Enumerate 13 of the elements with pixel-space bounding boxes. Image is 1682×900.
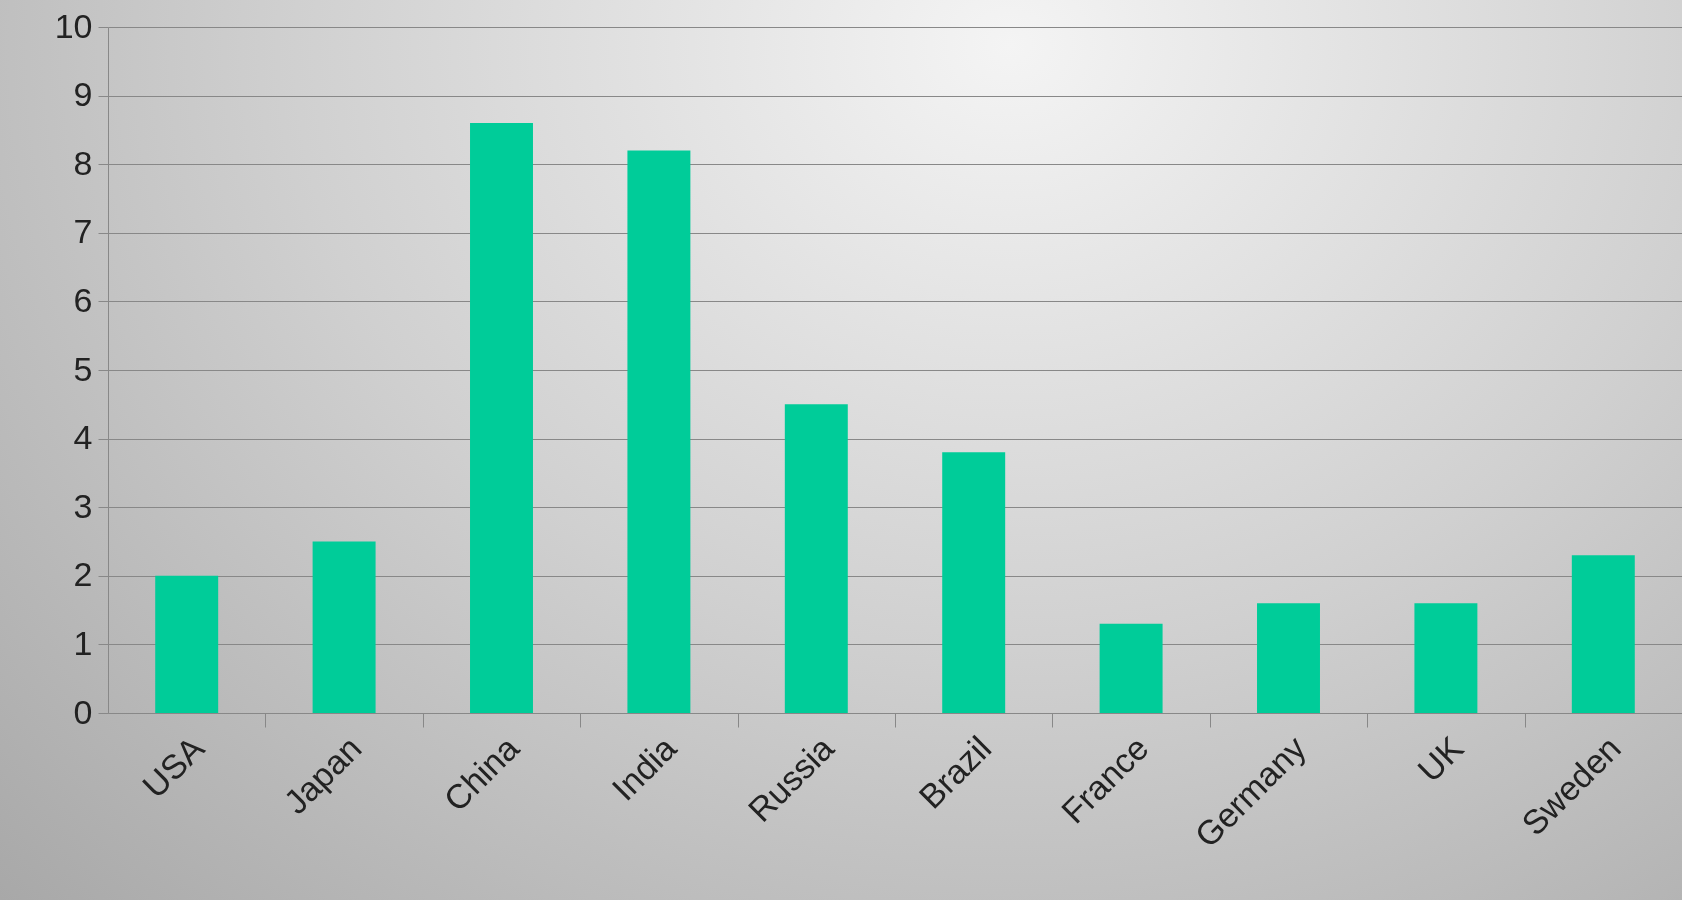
y-tick-label: 3: [73, 486, 93, 525]
y-tick-label: 4: [73, 418, 93, 457]
y-tick-label: 0: [73, 692, 93, 731]
y-tick-label: 2: [73, 555, 93, 594]
y-tick-label: 7: [73, 212, 93, 251]
y-tick-label: 10: [54, 6, 93, 45]
x-tick-label: UK: [1410, 728, 1471, 789]
y-tick-label: 9: [73, 75, 93, 114]
y-tick-label: 6: [73, 280, 93, 319]
y-tick-label: 1: [73, 623, 93, 662]
y-tick-label: 5: [73, 349, 93, 388]
x-tick-label: USA: [134, 728, 212, 805]
y-tick-label: 8: [73, 143, 93, 182]
